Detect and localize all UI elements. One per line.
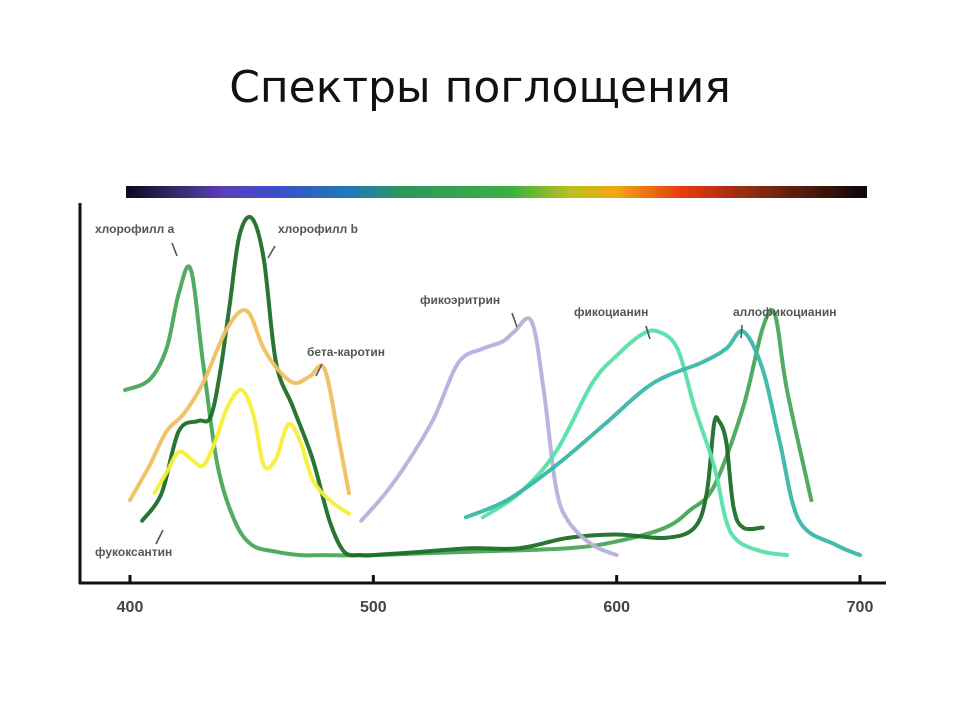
- absorption-curves: [123, 214, 862, 558]
- annotation-pointer-1: [267, 245, 276, 259]
- annotation-фикоэритрин: фикоэритрин: [420, 293, 500, 307]
- annotation-pointer-6: [740, 324, 743, 339]
- series-line-6: [463, 329, 862, 558]
- x-tick-label-500: 500: [360, 599, 387, 616]
- annotation-pointer-5: [645, 325, 651, 340]
- visible-spectrum-bar: [126, 186, 867, 198]
- curve-annotations: хлорофилл a хлорофилл b бета-каротин фукокс…: [95, 222, 836, 559]
- series-line-2: [128, 308, 351, 503]
- series-line-1: [140, 214, 765, 558]
- annotation-хлорофилл-b: хлорофилл b: [278, 222, 358, 236]
- annotation-фикоцианин: фикоцианин: [574, 305, 648, 319]
- annotation-хлорофилл-a: хлорофилл a: [95, 222, 175, 236]
- series-line-5: [480, 328, 789, 558]
- x-tick-label-400: 400: [117, 599, 144, 616]
- annotation-pointer-0: [171, 242, 178, 257]
- annotation-фукоксантин: фукоксантин: [95, 545, 172, 559]
- x-tick-label-700: 700: [847, 599, 874, 616]
- series-line-4: [359, 316, 619, 558]
- annotation-бета-каротин: бета-каротин: [307, 345, 385, 359]
- annotation-pointer-2: [315, 363, 323, 377]
- x-axis-ticks: 400 500 600 700: [117, 575, 874, 616]
- x-tick-label-600: 600: [603, 599, 630, 616]
- annotation-pointer-4: [511, 312, 518, 328]
- slide-title: Спектры поглощения: [229, 62, 731, 113]
- annotation-pointer-3: [155, 529, 164, 545]
- series-line-3: [152, 387, 351, 516]
- annotation-аллофикоцианин: аллофикоцианин: [733, 305, 836, 319]
